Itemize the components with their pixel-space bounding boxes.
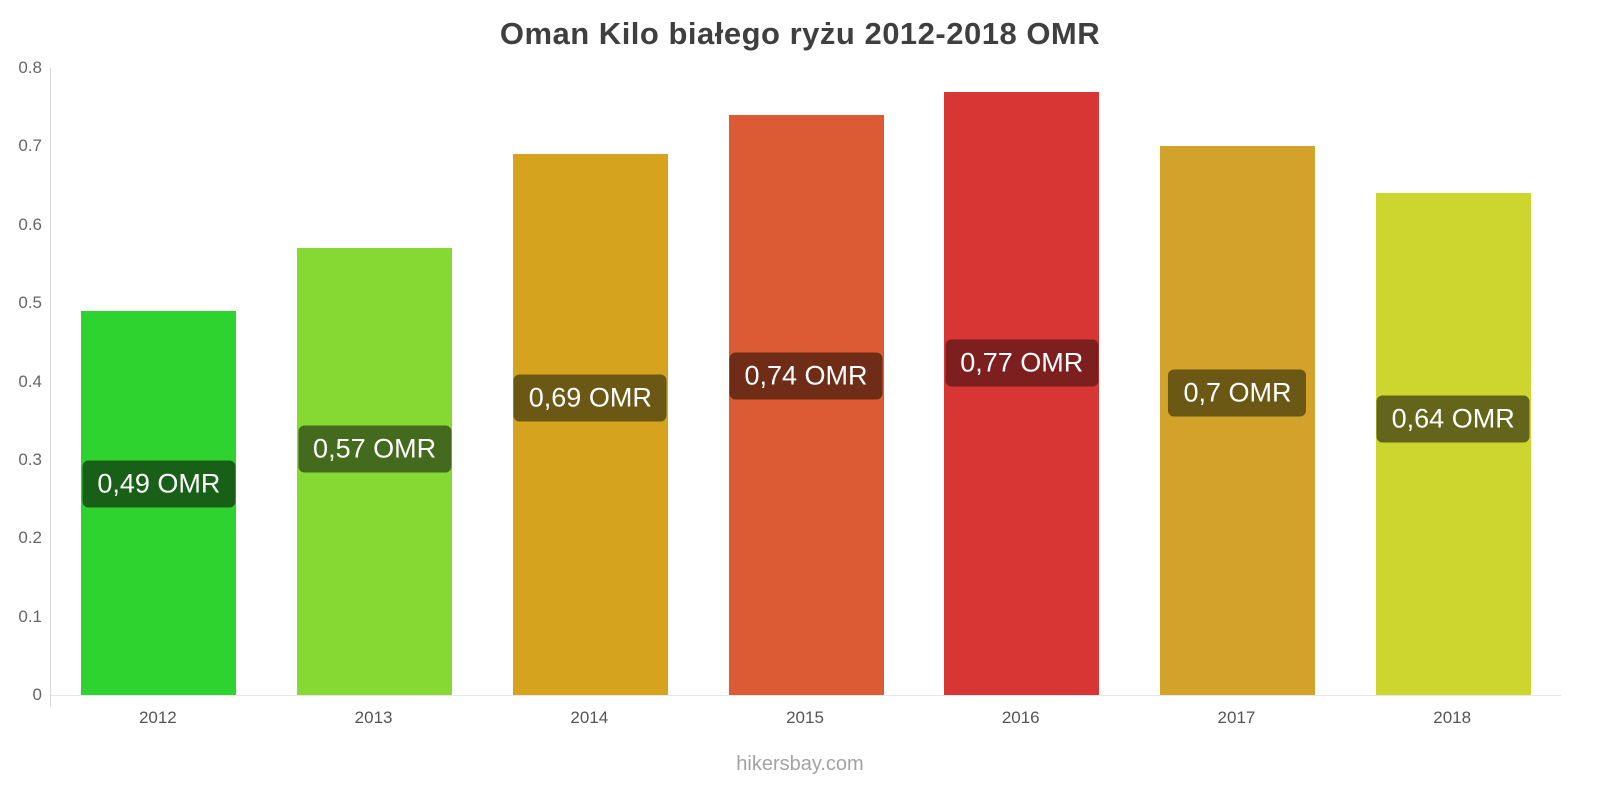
bar-slot: 0,74 OMR [698, 68, 914, 695]
y-tick-label: 0.2 [18, 528, 42, 548]
bar-2015[interactable]: 0,74 OMR [728, 115, 884, 695]
bar-slot: 0,57 OMR [267, 68, 483, 695]
bar-slot: 0,7 OMR [1130, 68, 1346, 695]
x-tick-label: 2018 [1433, 708, 1472, 727]
bar-value-label: 0,69 OMR [513, 374, 667, 422]
bar-slot: 0,69 OMR [482, 68, 698, 695]
y-tick-label: 0 [32, 685, 42, 704]
bar-2013[interactable]: 0,57 OMR [297, 248, 453, 695]
x-tick-label: 2015 [786, 708, 824, 727]
bar-value-label: 0,7 OMR [1168, 369, 1307, 417]
bar-value-label: 0,77 OMR [945, 339, 1099, 387]
bar-slot: 0,49 OMR [51, 68, 267, 695]
y-tick-label: 0.7 [18, 136, 42, 156]
bar-2014[interactable]: 0,69 OMR [512, 154, 668, 695]
axis-tick [50, 695, 51, 707]
bar-value-label: 0,64 OMR [1376, 395, 1530, 443]
footer-link[interactable]: hikersbay.com [736, 753, 864, 775]
y-tick-label: 0.1 [18, 606, 42, 626]
bar-2017[interactable]: 0,7 OMR [1159, 146, 1315, 695]
bar-value-label: 0,74 OMR [729, 352, 883, 400]
y-tick-label: 0.4 [18, 371, 42, 391]
y-tick-label: 0.5 [18, 293, 42, 313]
x-tick-label: 2017 [1217, 708, 1256, 727]
x-tick-label: 2016 [1001, 708, 1040, 727]
y-tick-label: 0.3 [18, 449, 42, 469]
bar-value-label: 0,57 OMR [298, 425, 452, 473]
bar-value-label: 0,49 OMR [82, 460, 236, 508]
bar-2018[interactable]: 0,64 OMR [1375, 193, 1531, 695]
bar-slot: 0,77 OMR [914, 68, 1130, 695]
x-tick-label: 2012 [138, 708, 177, 727]
chart-title: Oman Kilo białego ryżu 2012-2018 OMR [499, 16, 1101, 51]
y-tick-label: 0.8 [18, 58, 42, 77]
x-axis-labels: 2012 2013 2014 2015 2016 2017 2018 [50, 708, 1560, 728]
y-tick-label: 0.6 [18, 214, 42, 234]
bar-2016[interactable]: 0,77 OMR [944, 91, 1100, 695]
bar-2012[interactable]: 0,49 OMR [81, 310, 237, 695]
y-axis-labels: 0 0.1 0.2 0.3 0.4 0.5 0.6 0.7 0.8 [0, 58, 42, 704]
x-tick-label: 2013 [354, 708, 393, 727]
bar-slot: 0,64 OMR [1345, 68, 1561, 695]
plot-area: 0,49 OMR 0,57 OMR 0,69 OMR 0,74 OMR 0,77 OMR… [50, 68, 1561, 696]
x-tick-label: 2014 [570, 708, 609, 727]
